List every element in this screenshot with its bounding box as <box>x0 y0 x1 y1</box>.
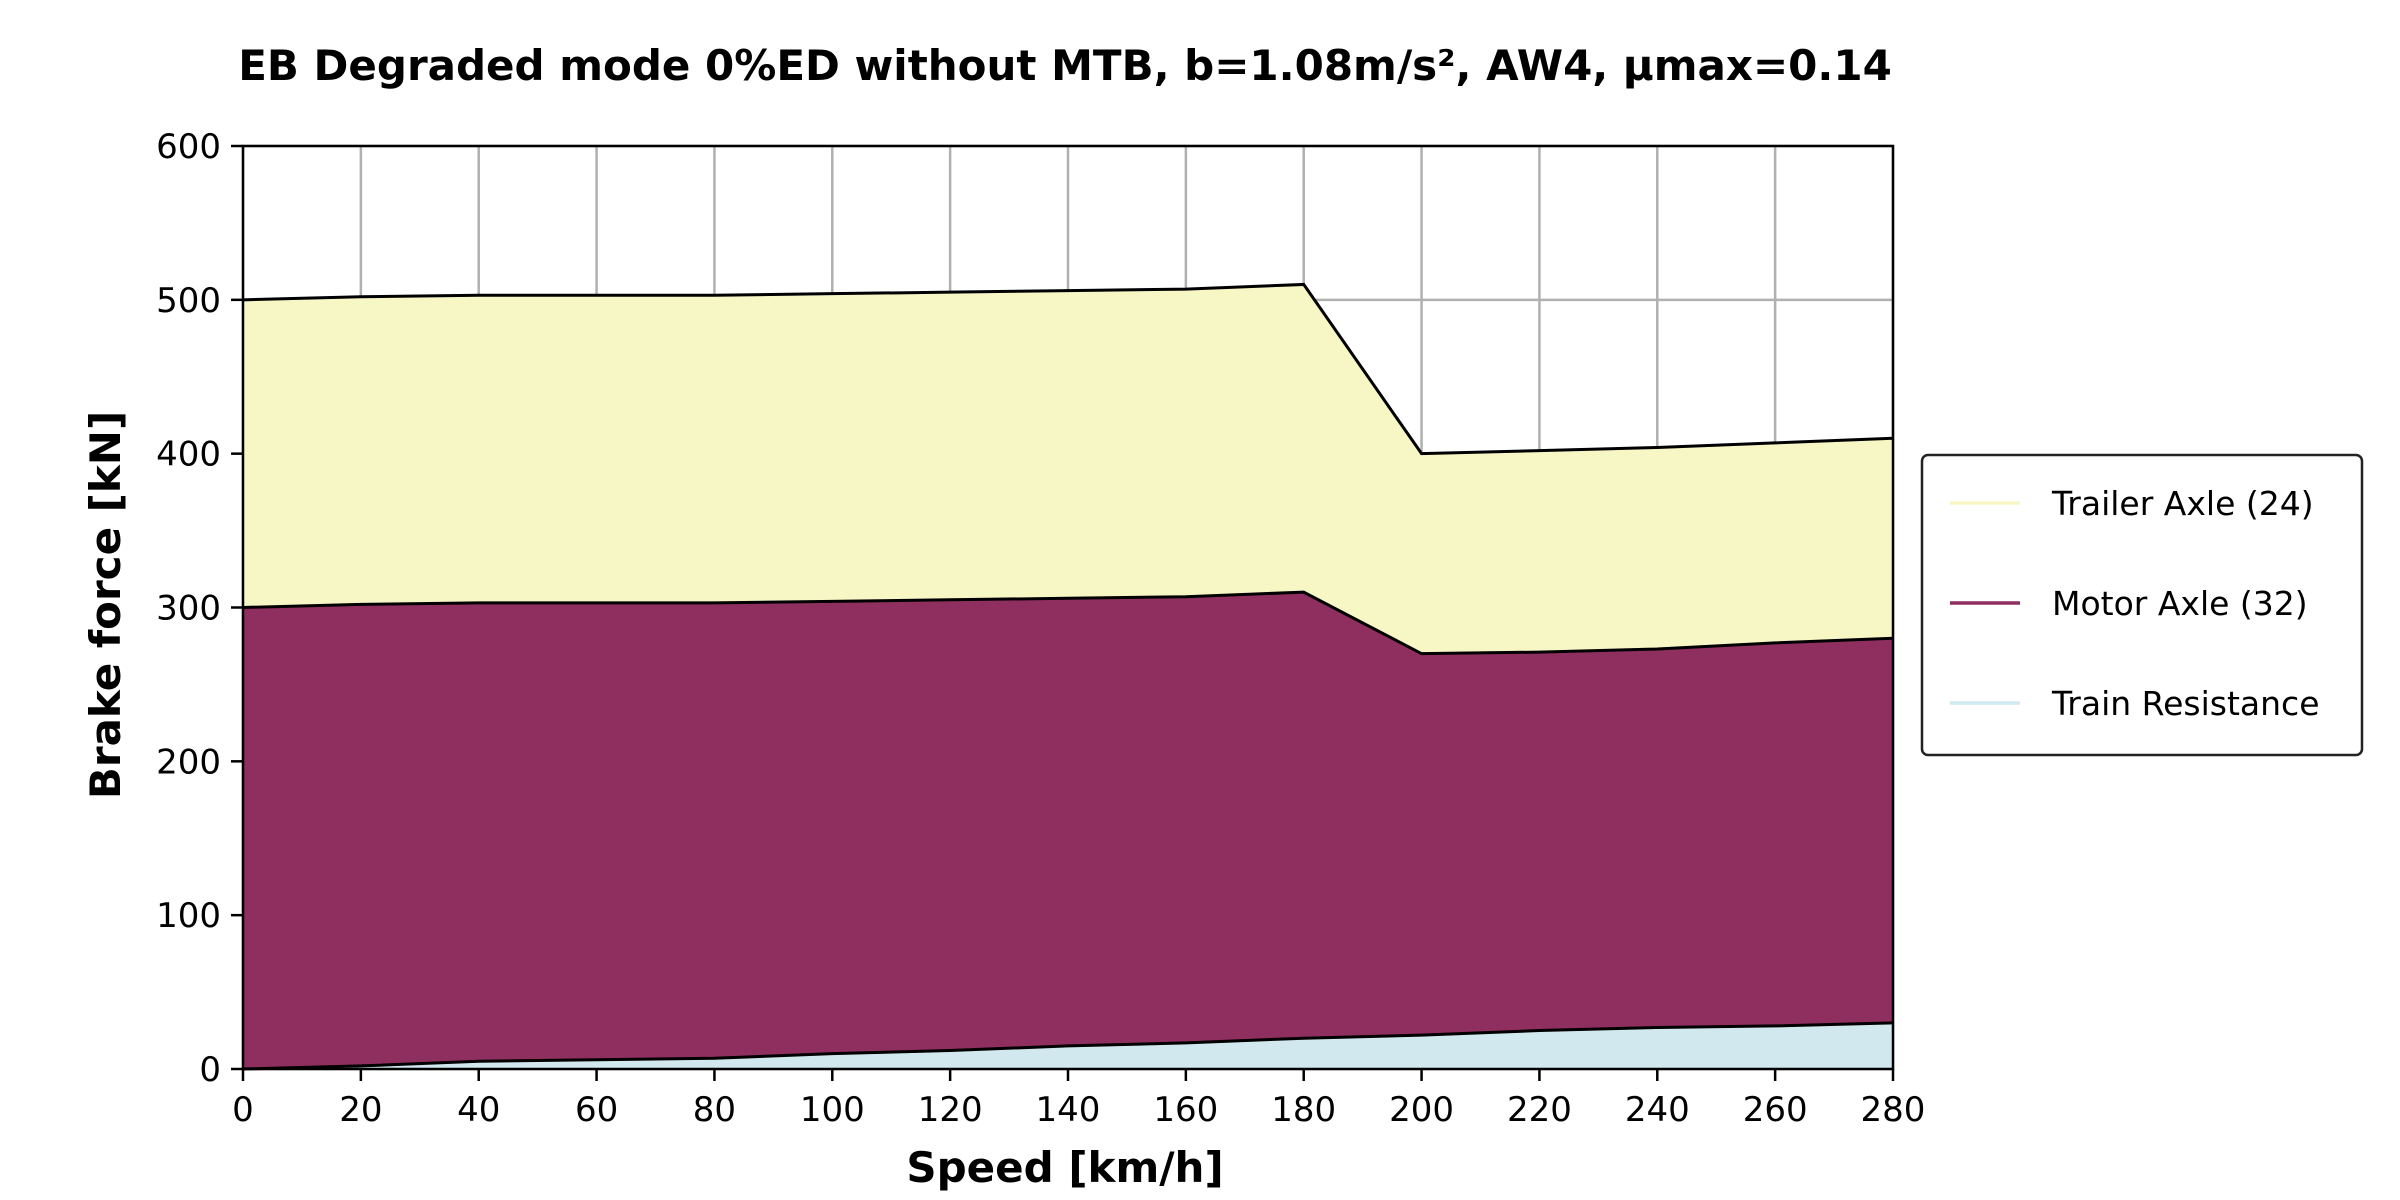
y-tick-label: 0 <box>199 1050 221 1090</box>
x-tick-label: 80 <box>693 1090 736 1130</box>
y-axis-title: Brake force [kN] <box>81 411 130 799</box>
y-tick-label: 200 <box>156 742 221 782</box>
legend-box <box>1920 453 2364 757</box>
x-tick-label: 0 <box>232 1090 254 1130</box>
y-tick-label: 600 <box>156 127 221 167</box>
y-tick-label: 500 <box>156 281 221 321</box>
x-tick-label: 280 <box>1861 1090 1926 1130</box>
stacked-areas <box>243 284 1893 1069</box>
legend-label-trailer-axle-24: Trailer Axle (24) <box>2051 484 2314 523</box>
line-trailer-axle-24 <box>242 282 1894 456</box>
x-tick-label: 260 <box>1743 1090 1808 1130</box>
chart-title: EB Degraded mode 0%ED without MTB, b=1.0… <box>238 41 1892 90</box>
x-tick-label: 20 <box>339 1090 382 1130</box>
x-axis-title: Speed [km/h] <box>906 1143 1223 1192</box>
y-tick-label: 400 <box>156 435 221 475</box>
x-tick-label: 200 <box>1389 1090 1454 1130</box>
y-tick-label: 100 <box>156 896 221 936</box>
x-tick-label: 40 <box>457 1090 500 1130</box>
legend: Trailer Axle (24) Motor Axle (32) Train Re… <box>1920 453 2364 757</box>
x-tick-label: 160 <box>1153 1090 1218 1130</box>
legend-label-motor-axle-32: Motor Axle (32) <box>2052 584 2308 623</box>
area-trailer-axle-24 <box>243 284 1893 654</box>
line-motor-axle-32 <box>242 590 1894 656</box>
axis-ticks: 0 20 40 60 80 100 120 140 160 180 200 220 240 260 280 0… <box>156 127 1925 1130</box>
x-tick-label: 100 <box>800 1090 865 1130</box>
x-tick-label: 140 <box>1036 1090 1101 1130</box>
area-motor-axle-32 <box>243 592 1893 1069</box>
boundary-lines <box>242 282 1894 1071</box>
y-tick-label: 300 <box>156 589 221 629</box>
x-tick-label: 60 <box>575 1090 618 1130</box>
x-tick-label: 120 <box>918 1090 983 1130</box>
x-tick-label: 180 <box>1271 1090 1336 1130</box>
line-train-resistance <box>242 1021 1894 1071</box>
x-tick-label: 240 <box>1625 1090 1690 1130</box>
legend-label-train-resistance: Train Resistance <box>2051 684 2320 723</box>
x-tick-label: 220 <box>1507 1090 1572 1130</box>
